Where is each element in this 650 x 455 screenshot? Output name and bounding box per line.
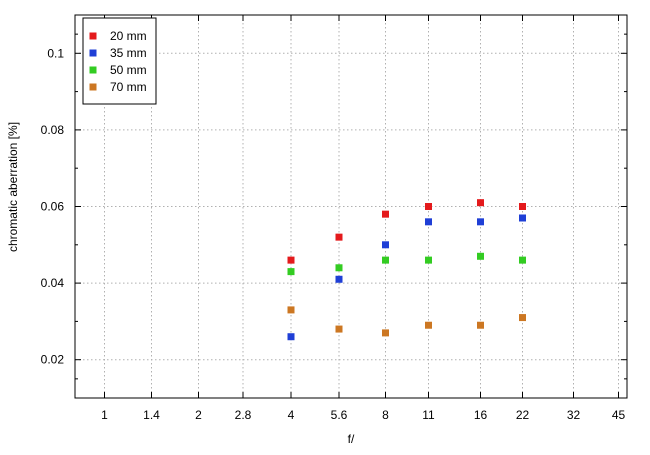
y-tick-labels: 0.02 0.04 0.06 0.08 0.1: [41, 46, 65, 366]
x-tick-label: 2: [195, 408, 202, 422]
x-tick-label: 4: [288, 408, 295, 422]
y-tick-label: 0.06: [41, 200, 65, 214]
data-point-50-mm: [425, 256, 432, 264]
x-tick-label: 5.6: [331, 408, 348, 422]
data-point-35-mm: [519, 214, 526, 222]
x-tick-label: 8: [382, 408, 389, 422]
x-axis-title: f/: [348, 432, 355, 446]
data-point-20-mm: [425, 203, 432, 210]
data-point-20-mm: [477, 199, 484, 207]
x-tick-label: 22: [516, 408, 530, 422]
y-tick-label: 0.08: [41, 123, 65, 137]
x-tick-label: 11: [422, 408, 435, 422]
x-tick-label: 1: [101, 408, 108, 422]
data-point-50-mm: [287, 268, 295, 276]
data-point-70-mm: [382, 329, 389, 337]
data-point-20-mm: [382, 210, 389, 218]
data-point-70-mm: [287, 306, 295, 314]
x-tick-label: 32: [567, 408, 581, 422]
grid-layer: [75, 15, 627, 398]
data-point-35-mm: [382, 241, 389, 249]
legend-label: 50 mm: [110, 63, 147, 77]
data-point-70-mm: [425, 321, 432, 329]
data-point-50-mm: [335, 264, 343, 272]
x-tick-labels: 1 1.4 2 2.8 4 5.6 8 11 16 22 32 45: [101, 408, 625, 422]
x-tick-label: 1.4: [143, 408, 160, 422]
x-tick-label: 16: [474, 408, 488, 422]
data-point-50-mm: [519, 256, 526, 264]
data-point-70-mm: [477, 321, 484, 329]
data-point-35-mm: [425, 218, 432, 226]
legend-marker: [89, 66, 97, 74]
legend: 20 mm 35 mm 50 mm 70 mm: [82, 17, 157, 105]
data-point-50-mm: [382, 256, 389, 264]
legend-marker: [89, 49, 97, 57]
data-point-20-mm: [287, 256, 295, 264]
x-tick-label: 45: [612, 408, 626, 422]
data-point-20-mm: [519, 203, 526, 210]
legend-marker: [89, 83, 97, 91]
y-axis-title: chromatic aberration [%]: [6, 122, 20, 252]
data-points: [287, 199, 526, 341]
legend-label: 70 mm: [110, 80, 147, 94]
x-tick-label: 2.8: [235, 408, 252, 422]
legend-marker: [89, 32, 97, 40]
tick-layer: [75, 15, 627, 398]
y-tick-label: 0.1: [47, 46, 64, 60]
data-point-35-mm: [335, 275, 343, 283]
data-point-70-mm: [335, 325, 343, 333]
data-point-70-mm: [519, 314, 526, 322]
legend-label: 35 mm: [110, 46, 147, 60]
data-point-35-mm: [287, 333, 295, 341]
legend-items: 20 mm 35 mm 50 mm 70 mm: [89, 29, 147, 94]
data-point-20-mm: [335, 233, 343, 241]
y-tick-label: 0.04: [41, 276, 65, 290]
legend-label: 20 mm: [110, 29, 147, 43]
data-point-35-mm: [477, 218, 484, 226]
y-tick-label: 0.02: [41, 353, 65, 367]
data-point-50-mm: [477, 252, 484, 260]
